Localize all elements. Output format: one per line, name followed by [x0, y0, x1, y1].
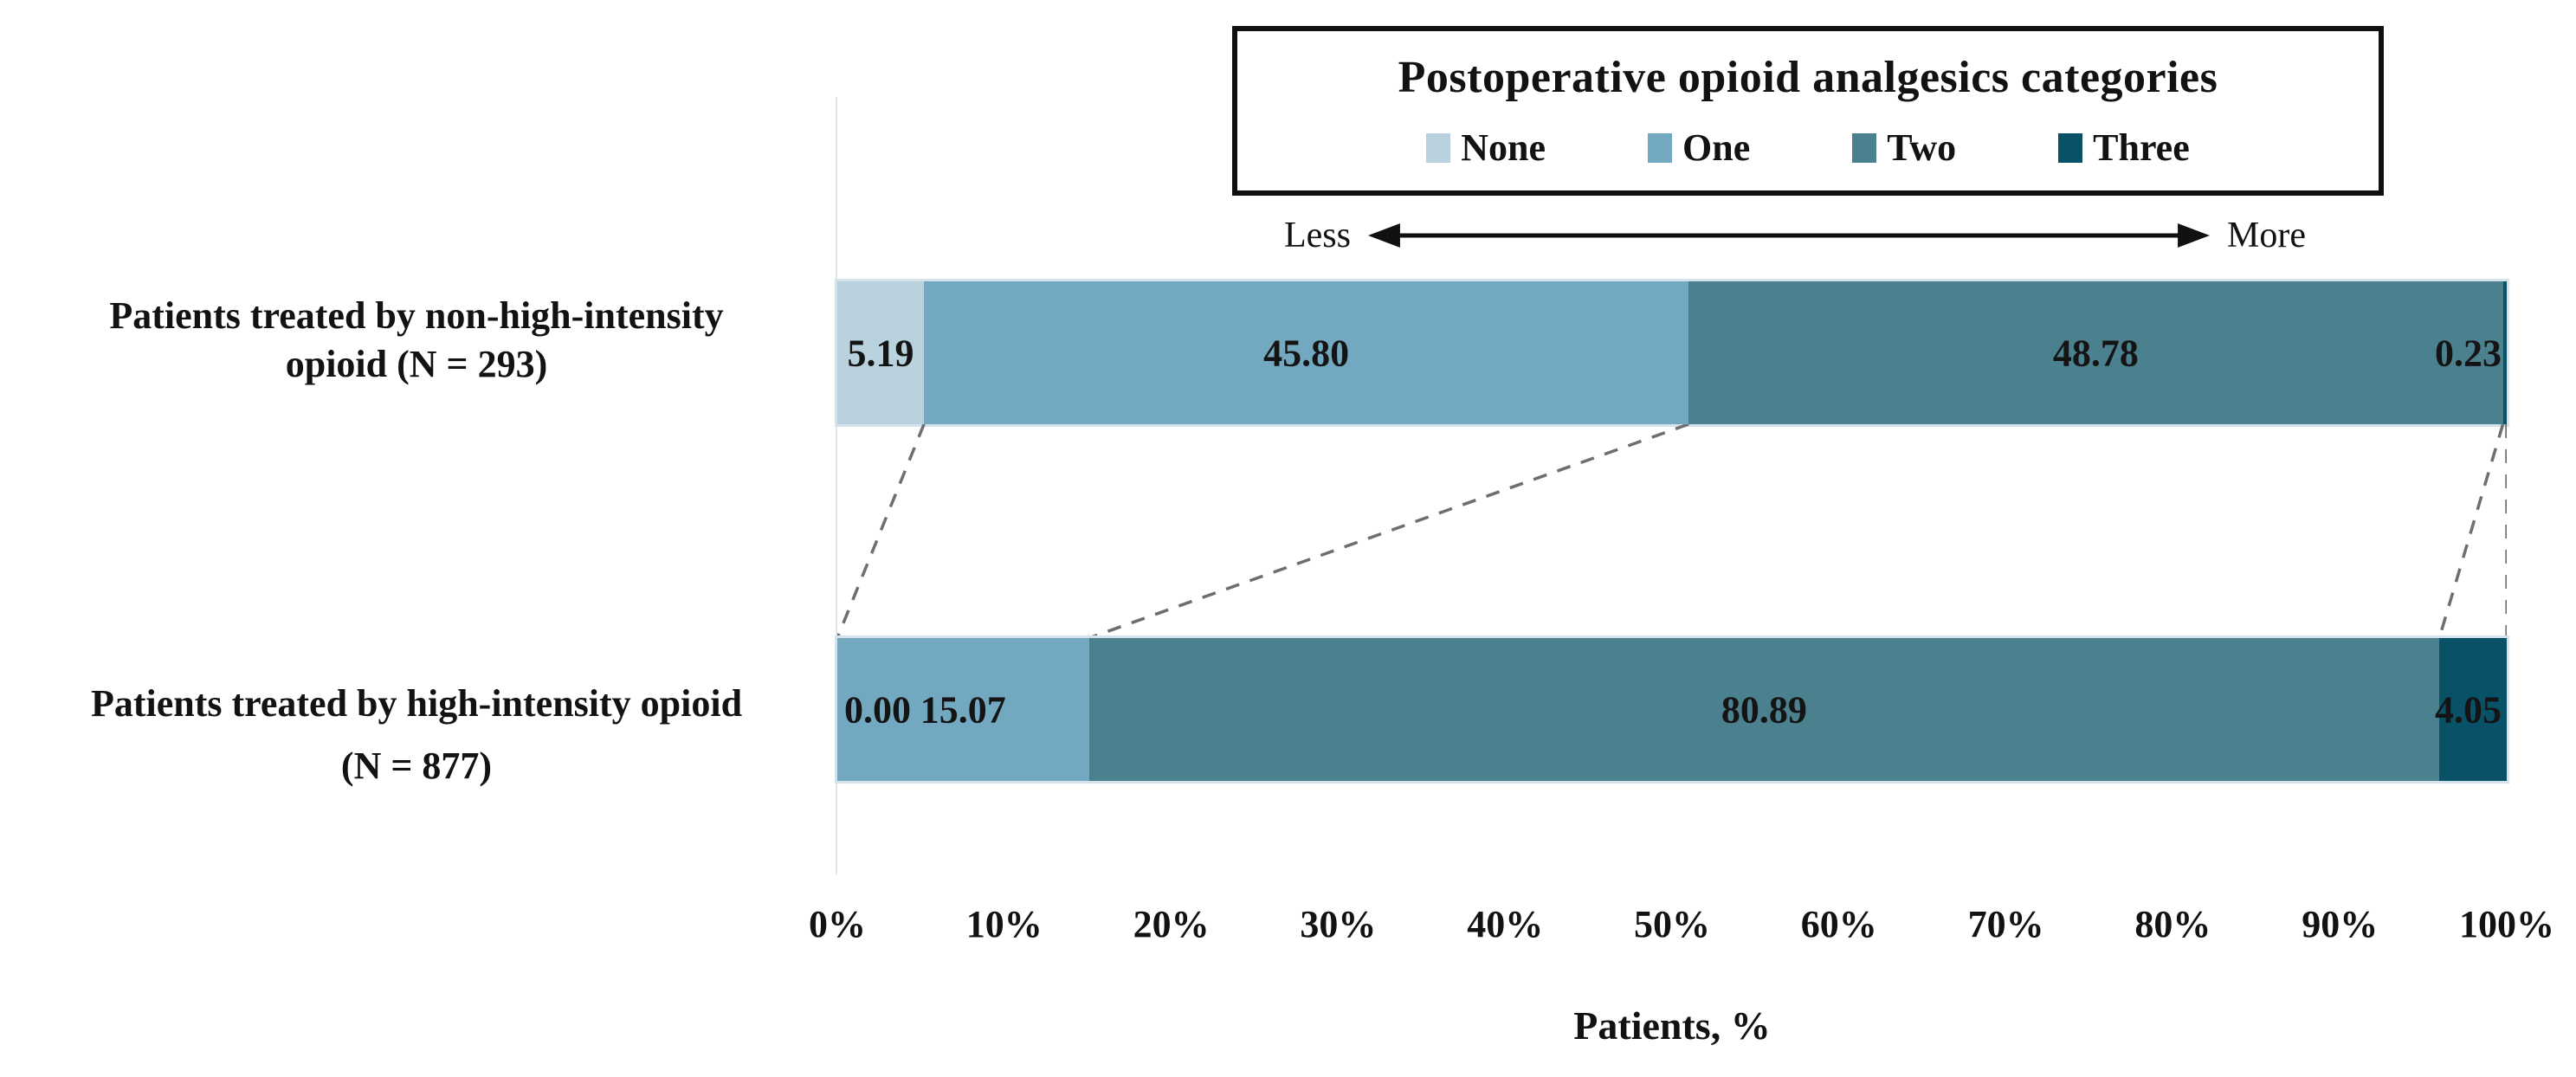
- bar-segment-three: [2502, 281, 2507, 424]
- legend-item-label: Two: [1887, 126, 1957, 169]
- value-label: 0.00: [844, 688, 911, 731]
- x-tick-label: 40%: [1467, 903, 1544, 945]
- value-label: 0.23: [2435, 332, 2502, 374]
- value-label: 15.07: [920, 688, 1006, 731]
- legend-item-two: Two: [1852, 126, 1956, 170]
- value-label: 5.19: [847, 332, 914, 374]
- x-tick-label: 70%: [1967, 903, 2044, 945]
- legend: Postoperative opioid analgesics categori…: [1232, 26, 2384, 196]
- category-label-line: (N = 877): [340, 745, 493, 787]
- x-tick-label: 30%: [1300, 903, 1377, 945]
- less-label: Less: [1284, 216, 1351, 255]
- bar-segment-one: [837, 638, 1089, 781]
- legend-swatch-icon: [1852, 132, 1877, 163]
- category-label-line: Patients treated by high-intensity opioi…: [90, 682, 743, 725]
- legend-swatch-icon: [1648, 132, 1673, 163]
- value-label: 80.89: [1721, 688, 1807, 731]
- legend-title: Postoperative opioid analgesics categori…: [1398, 53, 2218, 102]
- legend-item-one: One: [1648, 126, 1750, 170]
- x-tick-label: 100%: [2459, 903, 2554, 945]
- bar-segment-one: [924, 281, 1689, 424]
- legend-items: None One Two Three: [1426, 126, 2190, 170]
- legend-item-label: None: [1461, 126, 1546, 169]
- bar-segment-none: [837, 281, 925, 424]
- legend-item-label: Three: [2093, 126, 2190, 169]
- legend-item-label: One: [1682, 126, 1751, 169]
- x-tick-label: 90%: [2302, 903, 2379, 945]
- dashed-connector-line: [2437, 424, 2505, 638]
- dashed-connector-line: [837, 424, 926, 638]
- x-tick-label: 80%: [2134, 903, 2211, 945]
- bar-segment-two: [1088, 638, 2439, 781]
- value-label: 4.05: [2435, 688, 2502, 731]
- stacked-bar-non-high-intensity: 5.19 45.80 48.78 0.23: [835, 279, 2509, 427]
- value-label: 45.80: [1263, 332, 1350, 374]
- x-tick-label: 0%: [809, 903, 866, 945]
- category-label-line: opioid (N = 293): [285, 343, 548, 385]
- y-axis-line: [836, 97, 837, 874]
- category-label-non-high-intensity: Patients treated by non-high-intensity o…: [39, 292, 794, 389]
- value-label: 48.78: [2052, 332, 2139, 374]
- x-tick-label: 60%: [1800, 903, 1877, 945]
- x-tick-label: 50%: [1634, 903, 1710, 945]
- category-label-high-intensity: Patients treated by high-intensity opioi…: [39, 673, 794, 797]
- legend-item-none: None: [1426, 126, 1546, 170]
- segment-connector-lines: [837, 424, 2507, 638]
- double-arrow-icon: [1368, 223, 2211, 248]
- legend-item-three: Three: [2058, 126, 2190, 170]
- legend-swatch-icon: [2058, 132, 2083, 163]
- x-axis: 0% 10% 20% 30% 40% 50% 60% 70% 80% 90% 100%: [809, 902, 2554, 954]
- more-label: More: [2227, 216, 2306, 255]
- less-more-annotation: Less More: [1284, 210, 2306, 261]
- plot-area: 5.19 45.80 48.78 0.23 0.00 15.07 80.89 4.05: [835, 260, 2509, 796]
- category-label-line: Patients treated by non-high-intensity: [109, 294, 724, 337]
- stacked-bar-high-intensity: 0.00 15.07 80.89 4.05: [835, 635, 2509, 784]
- dashed-connector-line: [1088, 424, 1689, 638]
- legend-swatch-icon: [1426, 132, 1451, 163]
- bar-segment-three: [2438, 638, 2507, 781]
- bar-segment-two: [1688, 281, 2503, 424]
- x-tick-label: 10%: [965, 903, 1043, 945]
- x-axis-title: Patients, %: [1573, 1003, 1771, 1048]
- x-tick-label: 20%: [1133, 903, 1210, 945]
